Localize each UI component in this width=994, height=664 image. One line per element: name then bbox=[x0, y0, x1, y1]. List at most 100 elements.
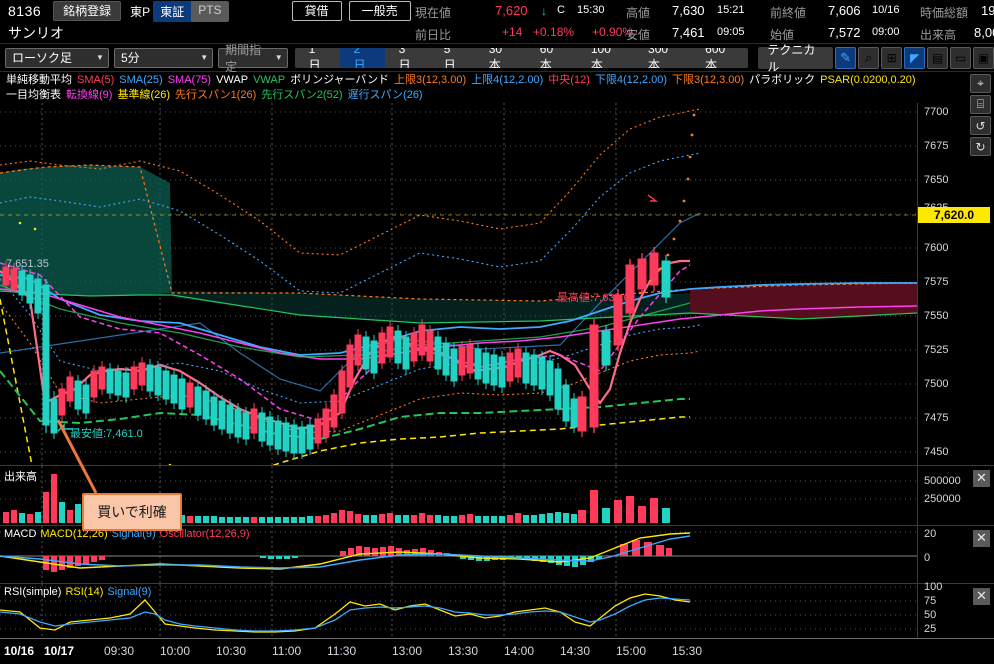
general-sell-button[interactable]: 一般売 bbox=[348, 1, 411, 21]
volume-axis[interactable]: 500000 250000 ✕ bbox=[917, 466, 994, 525]
field-label-high: 高値 bbox=[626, 6, 651, 20]
interval-select[interactable]: 5分 ▼ bbox=[113, 47, 214, 68]
range-button-1d[interactable]: 1日 bbox=[308, 47, 321, 68]
legend-item-tenkan[interactable]: 転換線(9) bbox=[66, 89, 113, 101]
close-macd-panel-button[interactable]: ✕ bbox=[973, 530, 990, 547]
legend-item-sma-title[interactable]: 単純移動平均 bbox=[6, 74, 72, 86]
print-icon[interactable]: ▣ bbox=[973, 46, 994, 69]
legend-item-vwap[interactable]: VWAP bbox=[253, 74, 286, 86]
crosshair-icon[interactable]: ⌖ bbox=[970, 74, 991, 93]
close-rsi-panel-button[interactable]: ✕ bbox=[973, 588, 990, 605]
macd-legend-signal[interactable]: Signal(9) bbox=[111, 528, 156, 540]
chevron-down-icon: ▼ bbox=[200, 53, 209, 62]
save-icon[interactable]: ▤ bbox=[927, 46, 949, 69]
time-label-1030: 10:30 bbox=[216, 644, 247, 658]
macd-panel[interactable]: MACD MACD(12,26) Signal(9) Oscillator(12,26… bbox=[0, 525, 994, 583]
price-tick-7675: 7675 bbox=[924, 140, 949, 152]
field-time-current: 15:30 bbox=[577, 4, 605, 16]
price-plot-area[interactable]: 最高値:7,630.0 最安値:7,461.0 bbox=[0, 103, 917, 465]
lock-icon[interactable]: ⌸ bbox=[970, 95, 991, 114]
rsi-panel[interactable]: RSI(simple) RSI(14) Signal(9) 100 75 50 bbox=[0, 581, 994, 638]
macd-title-text: MACD bbox=[4, 528, 37, 540]
register-stock-button[interactable]: 銘柄登録 bbox=[53, 1, 122, 21]
loan-button[interactable]: 貸借 bbox=[291, 1, 342, 21]
zoom-icon[interactable]: ⌕ bbox=[858, 46, 880, 69]
range-button-5d[interactable]: 5日 bbox=[443, 47, 456, 68]
range-button-600bars[interactable]: 600本 bbox=[705, 47, 726, 68]
price-tick-7475: 7475 bbox=[924, 412, 949, 424]
market-tab-tse[interactable]: 東証 bbox=[153, 0, 192, 22]
time-label-1130: 11:30 bbox=[327, 644, 357, 658]
legend-item-bb-upper4[interactable]: 上限4(12,2.00) bbox=[471, 74, 544, 86]
period-value: 期間指定 bbox=[225, 42, 262, 74]
macd-tick-20: 20 bbox=[924, 528, 937, 540]
technical-button[interactable]: テクニカル bbox=[758, 43, 834, 74]
time-label-1017: 10/17 bbox=[44, 644, 75, 658]
period-select[interactable]: 期間指定 ▼ bbox=[218, 43, 288, 74]
legend-item-sma5[interactable]: SMA(5) bbox=[77, 74, 115, 86]
legend-item-bb-upper3[interactable]: 上限3(12,3.00) bbox=[393, 74, 467, 86]
macd-plot-area[interactable] bbox=[0, 526, 917, 583]
legend-item-senkou1[interactable]: 先行スパン1(26) bbox=[175, 89, 257, 101]
range-button-2d[interactable]: 2日 bbox=[339, 47, 385, 68]
range-button-30bars[interactable]: 30本 bbox=[488, 47, 503, 68]
legend-item-senkou2[interactable]: 先行スパン2(52) bbox=[261, 89, 343, 101]
volume-tick-500000: 500000 bbox=[924, 475, 961, 487]
undo-icon[interactable]: ↺ bbox=[970, 116, 991, 135]
chart-type-select[interactable]: ローソク足 ▼ bbox=[5, 47, 109, 68]
price-chart-panel[interactable]: 最高値:7,630.0 最安値:7,461.0 7700 7675 7650 7… bbox=[0, 103, 994, 465]
legend-item-vwap-title[interactable]: VWAP bbox=[216, 74, 249, 86]
legend-item-psar[interactable]: PSAR(0.0200,0.20) bbox=[820, 74, 916, 86]
rsi-legend-signal[interactable]: Signal(9) bbox=[107, 586, 152, 598]
folder-icon[interactable]: ▭ bbox=[950, 46, 972, 69]
time-label-1500: 15:00 bbox=[616, 644, 647, 658]
price-tick-7525: 7525 bbox=[924, 344, 949, 356]
redo-icon[interactable]: ↻ bbox=[970, 137, 991, 156]
macd-axis[interactable]: 20 0 ✕ bbox=[917, 526, 994, 583]
legend-item-bb-lower4[interactable]: 下限4(12,2.00) bbox=[594, 74, 668, 86]
fit-icon[interactable]: ⊞ bbox=[881, 46, 903, 69]
legend-item-sma25[interactable]: SMA(25) bbox=[119, 74, 163, 86]
field-label-volume: 出来高 bbox=[920, 28, 957, 42]
stock-name: サンリオ bbox=[8, 25, 64, 41]
range-button-60bars[interactable]: 60本 bbox=[539, 47, 554, 68]
legend-item-chikou[interactable]: 遅行スパン(26) bbox=[347, 89, 423, 101]
field-time-prevclose: 10/16 bbox=[872, 4, 900, 16]
time-label-1300: 13:00 bbox=[392, 644, 423, 658]
range-button-group: 1日 2日 3日 5日 30本 60本 100本 300本 600本 bbox=[294, 47, 749, 68]
trade-note-callout[interactable]: 買いで利確 bbox=[82, 493, 182, 531]
market-tab-group[interactable]: 東証 PTS bbox=[153, 0, 229, 22]
pencil-icon[interactable]: ✎ bbox=[835, 46, 857, 69]
legend-item-bb-lower3[interactable]: 下限3(12,3.00) bbox=[672, 74, 745, 86]
macd-legend-macd[interactable]: MACD(12,26) bbox=[40, 528, 108, 540]
legend-item-ichimoku-title[interactable]: 一目均衡表 bbox=[6, 89, 61, 101]
macd-legend-oscillator[interactable]: Oscillator(12,26,9) bbox=[159, 528, 250, 540]
volume-panel[interactable]: 出来高 bbox=[0, 465, 994, 525]
price-tick-7575: 7575 bbox=[924, 276, 949, 288]
legend-item-psar-title[interactable]: パラボリック bbox=[749, 74, 816, 86]
rsi-plot-area[interactable] bbox=[0, 584, 917, 638]
field-value-high: 7,630 bbox=[672, 3, 705, 18]
market-tab-pts[interactable]: PTS bbox=[198, 2, 222, 17]
time-label-1016: 10/16 bbox=[4, 644, 35, 658]
legend-item-bb-title[interactable]: ボリンジャーバンド bbox=[290, 74, 389, 86]
chart-icon[interactable]: ◤ bbox=[904, 46, 926, 69]
volume-chart-svg bbox=[0, 466, 917, 525]
rsi-tick-100: 100 bbox=[924, 581, 943, 593]
indicator-legend-line-2: 一目均衡表 転換線(9) 基準線(26) 先行スパン1(26) 先行スパン2(52) 遅行… bbox=[6, 88, 920, 103]
legend-item-kijun[interactable]: 基準線(26) bbox=[117, 89, 171, 101]
rsi-axis[interactable]: 100 75 50 25 ✕ bbox=[917, 581, 994, 638]
price-axis[interactable]: 7700 7675 7650 7625 7,620.0 7600 7575 75… bbox=[917, 103, 994, 465]
quote-header-row-2: サンリオ bbox=[0, 22, 74, 44]
rsi-chart-svg bbox=[0, 584, 917, 638]
range-button-3d[interactable]: 3日 bbox=[398, 47, 411, 68]
legend-item-sma75[interactable]: SMA(75) bbox=[167, 74, 212, 86]
time-axis[interactable]: 10/16 10/17 09:30 10:00 10:30 11:00 11:3… bbox=[0, 638, 994, 664]
legend-item-bb-mid[interactable]: 中央(12) bbox=[548, 74, 590, 86]
range-button-100bars[interactable]: 100本 bbox=[590, 47, 611, 68]
volume-plot-area[interactable] bbox=[0, 466, 917, 525]
rsi-legend-rsi[interactable]: RSI(14) bbox=[65, 586, 104, 598]
close-volume-panel-button[interactable]: ✕ bbox=[973, 470, 990, 487]
range-button-300bars[interactable]: 300本 bbox=[648, 47, 669, 68]
